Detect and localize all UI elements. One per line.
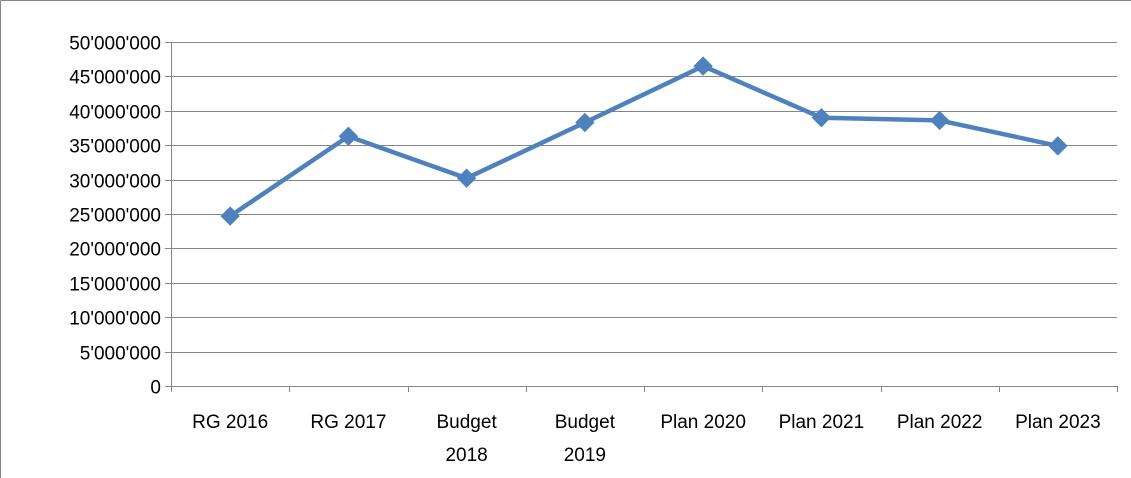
data-point-marker[interactable] xyxy=(220,206,240,226)
x-tick-label: RG 2016 xyxy=(192,412,268,433)
y-tick-label: 5'000'000 xyxy=(80,344,161,365)
data-point-marker[interactable] xyxy=(575,112,595,133)
series-line-layer xyxy=(227,63,1061,219)
x-tick-label: Plan 2021 xyxy=(779,412,865,433)
data-point-marker[interactable] xyxy=(456,168,477,188)
y-tick-label: 45'000'000 xyxy=(69,68,161,89)
y-tick-label: 25'000'000 xyxy=(69,206,161,227)
y-tick-label: 15'000'000 xyxy=(69,275,161,296)
data-point-marker[interactable] xyxy=(929,110,950,131)
y-tick-label: 10'000'000 xyxy=(69,309,161,330)
data-point-marker[interactable] xyxy=(693,56,713,76)
x-tick-label: RG 2017 xyxy=(310,412,386,433)
data-point-marker[interactable] xyxy=(811,107,832,128)
data-point-marker[interactable] xyxy=(1048,136,1068,156)
y-tick-label: 20'000'000 xyxy=(69,240,161,261)
series-line xyxy=(227,63,1061,219)
y-tick-label: 30'000'000 xyxy=(69,172,161,193)
data-point-marker[interactable] xyxy=(338,126,359,146)
axes xyxy=(171,42,1118,392)
y-tick-label: 0 xyxy=(150,378,161,399)
y-tick-labels: 0 5'000'000 10'000'000 15'000'000 20'000'000… xyxy=(69,34,161,399)
y-tick-label: 40'000'000 xyxy=(69,103,161,124)
x-tick-label: Budget 2018 xyxy=(437,412,498,466)
x-tick-label: Plan 2020 xyxy=(660,412,746,433)
y-tick-label: 35'000'000 xyxy=(69,137,161,158)
x-tick-label: Plan 2023 xyxy=(1015,412,1101,433)
series-markers xyxy=(220,56,1068,226)
x-tick-label: Budget 2019 xyxy=(555,412,616,466)
x-tick-label: Plan 2022 xyxy=(897,412,983,433)
x-tick-labels: RG 2016 RG 2017 Budget 2018 Budget 2019 Plan 2… xyxy=(192,412,1101,466)
y-tick-label: 50'000'000 xyxy=(69,34,161,55)
gridlines xyxy=(165,42,1117,387)
